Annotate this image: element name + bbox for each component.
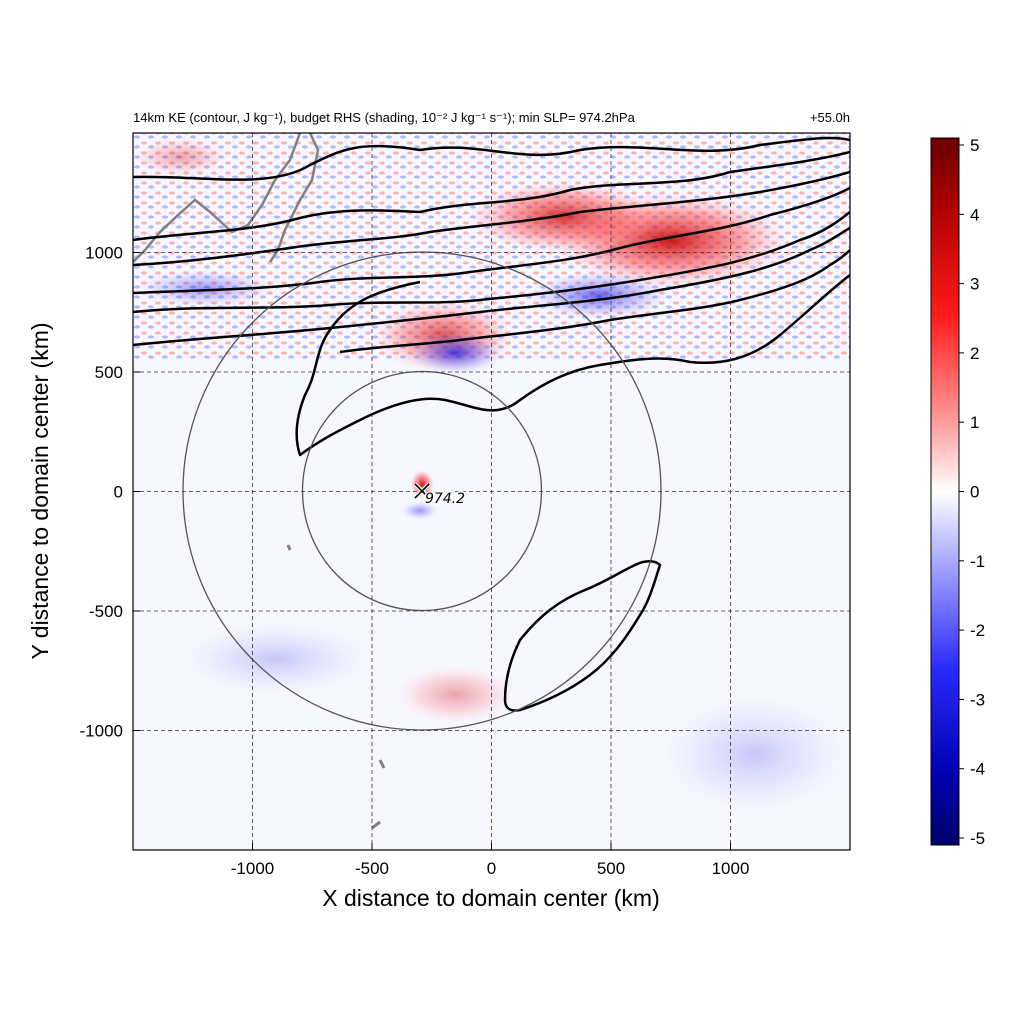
storm-center-marker: 974.2: [413, 482, 467, 509]
colorbar-tick-label: -3: [970, 690, 985, 709]
shading-negative-region: [658, 694, 850, 815]
y-tick-label: 500: [95, 363, 123, 382]
range-circles: [182, 251, 662, 731]
storm-center-x-icon: [414, 483, 430, 499]
colorbar-tick-label: 3: [970, 275, 979, 294]
shading-positive-region: [395, 665, 516, 724]
storm-min-slp-label: 974.2: [425, 491, 465, 507]
y-axis-title: Y distance to domain center (km): [27, 322, 53, 659]
colorbar-tick-label: -1: [970, 552, 985, 571]
colorbar-ticks: 5 4 3 2 1 0 -1 -2 -3 -4 -5: [959, 136, 985, 848]
shading-negative-region: [400, 501, 439, 521]
shading-negative-region: [133, 269, 277, 308]
y-tick-label: 1000: [85, 244, 123, 263]
range-circle-500km: [301, 370, 543, 612]
forecast-hour-label: +55.0h: [810, 110, 850, 125]
ke-contour: [133, 186, 850, 295]
colorbar-tick-label: 4: [970, 205, 979, 224]
ke-contour-storm: [295, 274, 850, 457]
grid-lines: [133, 133, 850, 850]
colorbar-tick-label: 0: [970, 483, 979, 502]
colorbar-tick-label: 2: [970, 344, 979, 363]
ke-contour: [133, 136, 850, 181]
ke-contour: [339, 249, 850, 354]
ke-contour: [133, 211, 850, 314]
y-tick-label: -500: [89, 602, 123, 621]
colorbar: 5 4 3 2 1 0 -1 -2 -3 -4 -5: [930, 136, 985, 848]
colorbar-tick-label: -5: [970, 829, 985, 848]
ke-contour: [133, 150, 850, 242]
shading-negative-region: [527, 271, 671, 320]
colorbar-gradient: [930, 137, 960, 846]
ke-contours: [133, 136, 850, 712]
x-tick-label: -500: [355, 859, 389, 878]
ke-contour: [133, 170, 850, 267]
colorbar-tick-label: -2: [970, 621, 985, 640]
y-axis: -1000 -500 0 500 1000: [80, 244, 140, 741]
colorbar-tick-label: 5: [970, 136, 979, 155]
plot-area: 974.2: [132, 132, 851, 851]
y-tick-label: -1000: [80, 722, 123, 741]
shading-positive-region: [133, 137, 229, 177]
colorbar-tick-label: -4: [970, 760, 985, 779]
x-axis-title: X distance to domain center (km): [322, 885, 659, 911]
coastline-islands: [286, 544, 386, 830]
y-tick-label: 0: [114, 483, 123, 502]
x-tick-label: 0: [487, 859, 496, 878]
x-tick-label: -1000: [231, 859, 274, 878]
shading-negative-region: [180, 622, 372, 695]
x-tick-label: 500: [597, 859, 625, 878]
ke-contour-south: [503, 560, 662, 712]
ke-contour: [133, 226, 850, 347]
chart-title: 14km KE (contour, J kg⁻¹), budget RHS (s…: [133, 110, 636, 125]
x-tick-label: 1000: [712, 859, 750, 878]
colorbar-tick-label: 1: [970, 413, 979, 432]
range-circle-1000km: [182, 251, 662, 731]
x-axis: -1000 -500 0 500 1000: [231, 843, 750, 878]
